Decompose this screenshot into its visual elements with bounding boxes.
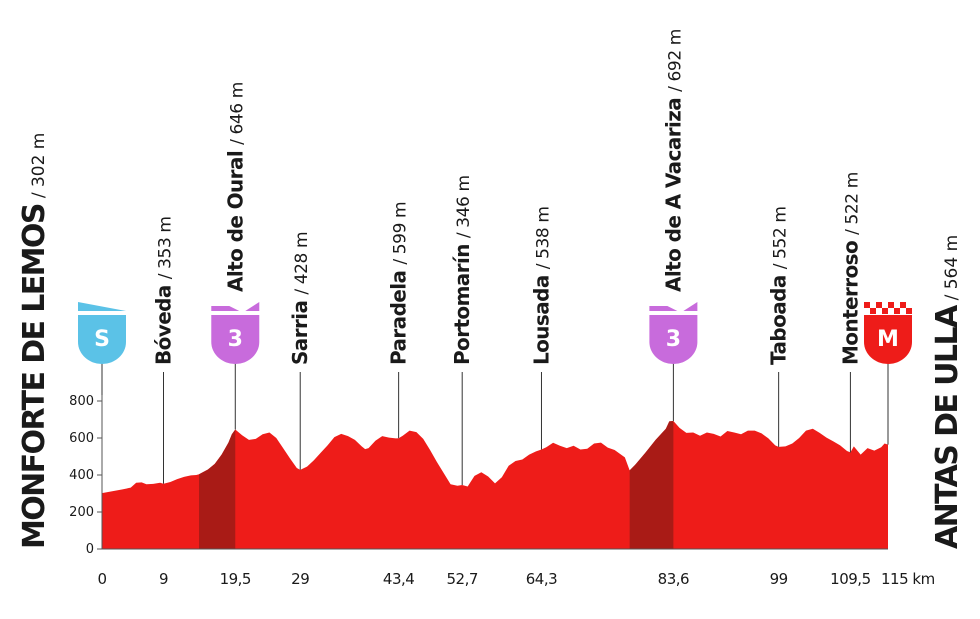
waypoint-altitude: / 346 m bbox=[454, 175, 474, 238]
waypoint-altitude: / 692 m bbox=[665, 29, 685, 92]
x-tick-label: 9 bbox=[159, 570, 168, 588]
x-tick-label: 43,4 bbox=[383, 570, 414, 588]
climb-badge-label: 3 bbox=[228, 327, 243, 352]
waypoint-label: Alto de Oural / 646 m bbox=[223, 82, 247, 292]
start-badge-shield bbox=[78, 315, 126, 364]
start-label: MONFORTE DE LEMOS / 302 m bbox=[17, 133, 52, 549]
finish-badge-checker bbox=[894, 308, 900, 314]
waypoint-name: Bóveda bbox=[152, 285, 176, 365]
y-tick-label: 800 bbox=[69, 394, 94, 409]
climb-section bbox=[199, 429, 236, 549]
y-tick-label: 600 bbox=[69, 431, 94, 446]
waypoint-label: Sarria / 428 m bbox=[288, 232, 312, 365]
waypoint-label: Monterroso / 522 m bbox=[838, 172, 862, 365]
waypoint-labels: Bóveda / 353 m Alto de Oural / 646 m Sarria /… bbox=[17, 29, 965, 549]
waypoint-name: Lousada bbox=[529, 275, 553, 365]
start-name: MONFORTE DE LEMOS bbox=[17, 204, 52, 549]
x-tick-label: 19,5 bbox=[220, 570, 251, 588]
finish-badge-checker bbox=[864, 302, 870, 308]
y-gridlines: 0 200 400 600 800 bbox=[69, 394, 102, 557]
x-tick-label: 64,3 bbox=[526, 570, 557, 588]
climb-badge-shield bbox=[211, 315, 260, 365]
waypoint-altitude: / 646 m bbox=[227, 82, 247, 145]
finish-badge-checker bbox=[906, 308, 912, 314]
axes: 0 9 19,5 29 43,4 52,7 64,3 83,6 99 109,5 115 km bbox=[97, 395, 935, 588]
climb-badge-notch-right bbox=[245, 302, 260, 311]
climb-badge-notch-left bbox=[649, 306, 678, 311]
waypoint-name: Taboada bbox=[767, 275, 791, 365]
waypoint-altitude: / 353 m bbox=[156, 216, 176, 279]
climb-badge: 3 bbox=[649, 302, 698, 365]
x-tick-label: 83,6 bbox=[658, 570, 689, 588]
waypoint-name: Sarria bbox=[288, 301, 312, 365]
finish-badge: M bbox=[864, 302, 912, 364]
x-tick-label: 0 bbox=[97, 570, 106, 588]
finish-badge-checker bbox=[888, 302, 894, 308]
elevation-profile bbox=[102, 420, 888, 549]
waypoint-altitude: / 522 m bbox=[842, 172, 862, 235]
finish-altitude: / 564 m bbox=[942, 235, 962, 301]
waypoint-label: Lousada / 538 m bbox=[529, 207, 553, 366]
waypoint-altitude: / 538 m bbox=[533, 207, 553, 270]
y-tick-label: 200 bbox=[69, 505, 94, 520]
finish-badge-checker bbox=[900, 302, 906, 308]
waypoint-label: Alto de A Vacariza / 692 m bbox=[661, 29, 685, 292]
badges: S 3 3 M bbox=[78, 302, 912, 365]
waypoint-label: Portomarín / 346 m bbox=[450, 175, 474, 365]
climb-badge: 3 bbox=[211, 302, 260, 365]
start-badge-label: S bbox=[94, 327, 110, 352]
waypoint-name: Alto de A Vacariza bbox=[661, 98, 685, 292]
finish-badge-shield bbox=[864, 315, 912, 364]
climb-badge-notch-right bbox=[683, 302, 698, 311]
waypoint-name: Paradela bbox=[387, 271, 411, 365]
y-tick-label: 0 bbox=[86, 542, 94, 557]
waypoint-name: Monterroso bbox=[838, 241, 862, 365]
start-altitude: / 302 m bbox=[29, 133, 49, 199]
finish-badge-label: M bbox=[877, 327, 899, 352]
waypoint-label: Paradela / 599 m bbox=[387, 202, 411, 365]
x-tick-label: 109,5 bbox=[830, 570, 870, 588]
waypoint-altitude: / 552 m bbox=[771, 207, 791, 270]
waypoint-lines bbox=[101, 362, 889, 485]
elevation-area bbox=[102, 420, 888, 549]
finish-label: ANTAS DE ULLA / 564 m bbox=[930, 235, 965, 549]
x-tick-label: 99 bbox=[770, 570, 788, 588]
waypoint-label: Bóveda / 353 m bbox=[152, 216, 176, 365]
waypoint-name: Alto de Oural bbox=[223, 151, 247, 292]
climb-badge-label: 3 bbox=[666, 327, 681, 352]
finish-name: ANTAS DE ULLA bbox=[930, 304, 965, 549]
waypoint-name: Portomarín bbox=[450, 244, 474, 365]
climb-section bbox=[629, 420, 674, 549]
finish-badge-checker bbox=[870, 308, 876, 314]
climb-badge-notch-left bbox=[211, 306, 240, 311]
waypoint-altitude: / 428 m bbox=[292, 232, 312, 295]
finish-badge-checker bbox=[876, 302, 882, 308]
start-badge-flag bbox=[78, 302, 126, 311]
finish-badge-checker bbox=[882, 308, 888, 314]
waypoint-altitude: / 599 m bbox=[391, 202, 411, 265]
x-tick-label: 29 bbox=[291, 570, 309, 588]
x-tick-label: 52,7 bbox=[446, 570, 477, 588]
x-tick-label: 115 km bbox=[881, 570, 935, 588]
start-badge: S bbox=[78, 302, 126, 364]
waypoint-label: Taboada / 552 m bbox=[767, 207, 791, 365]
y-tick-label: 400 bbox=[69, 468, 94, 483]
climb-badge-shield bbox=[649, 315, 698, 365]
